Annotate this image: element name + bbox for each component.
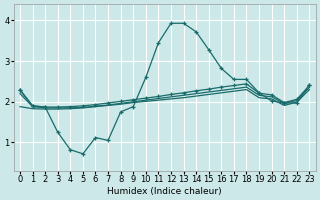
- X-axis label: Humidex (Indice chaleur): Humidex (Indice chaleur): [108, 187, 222, 196]
